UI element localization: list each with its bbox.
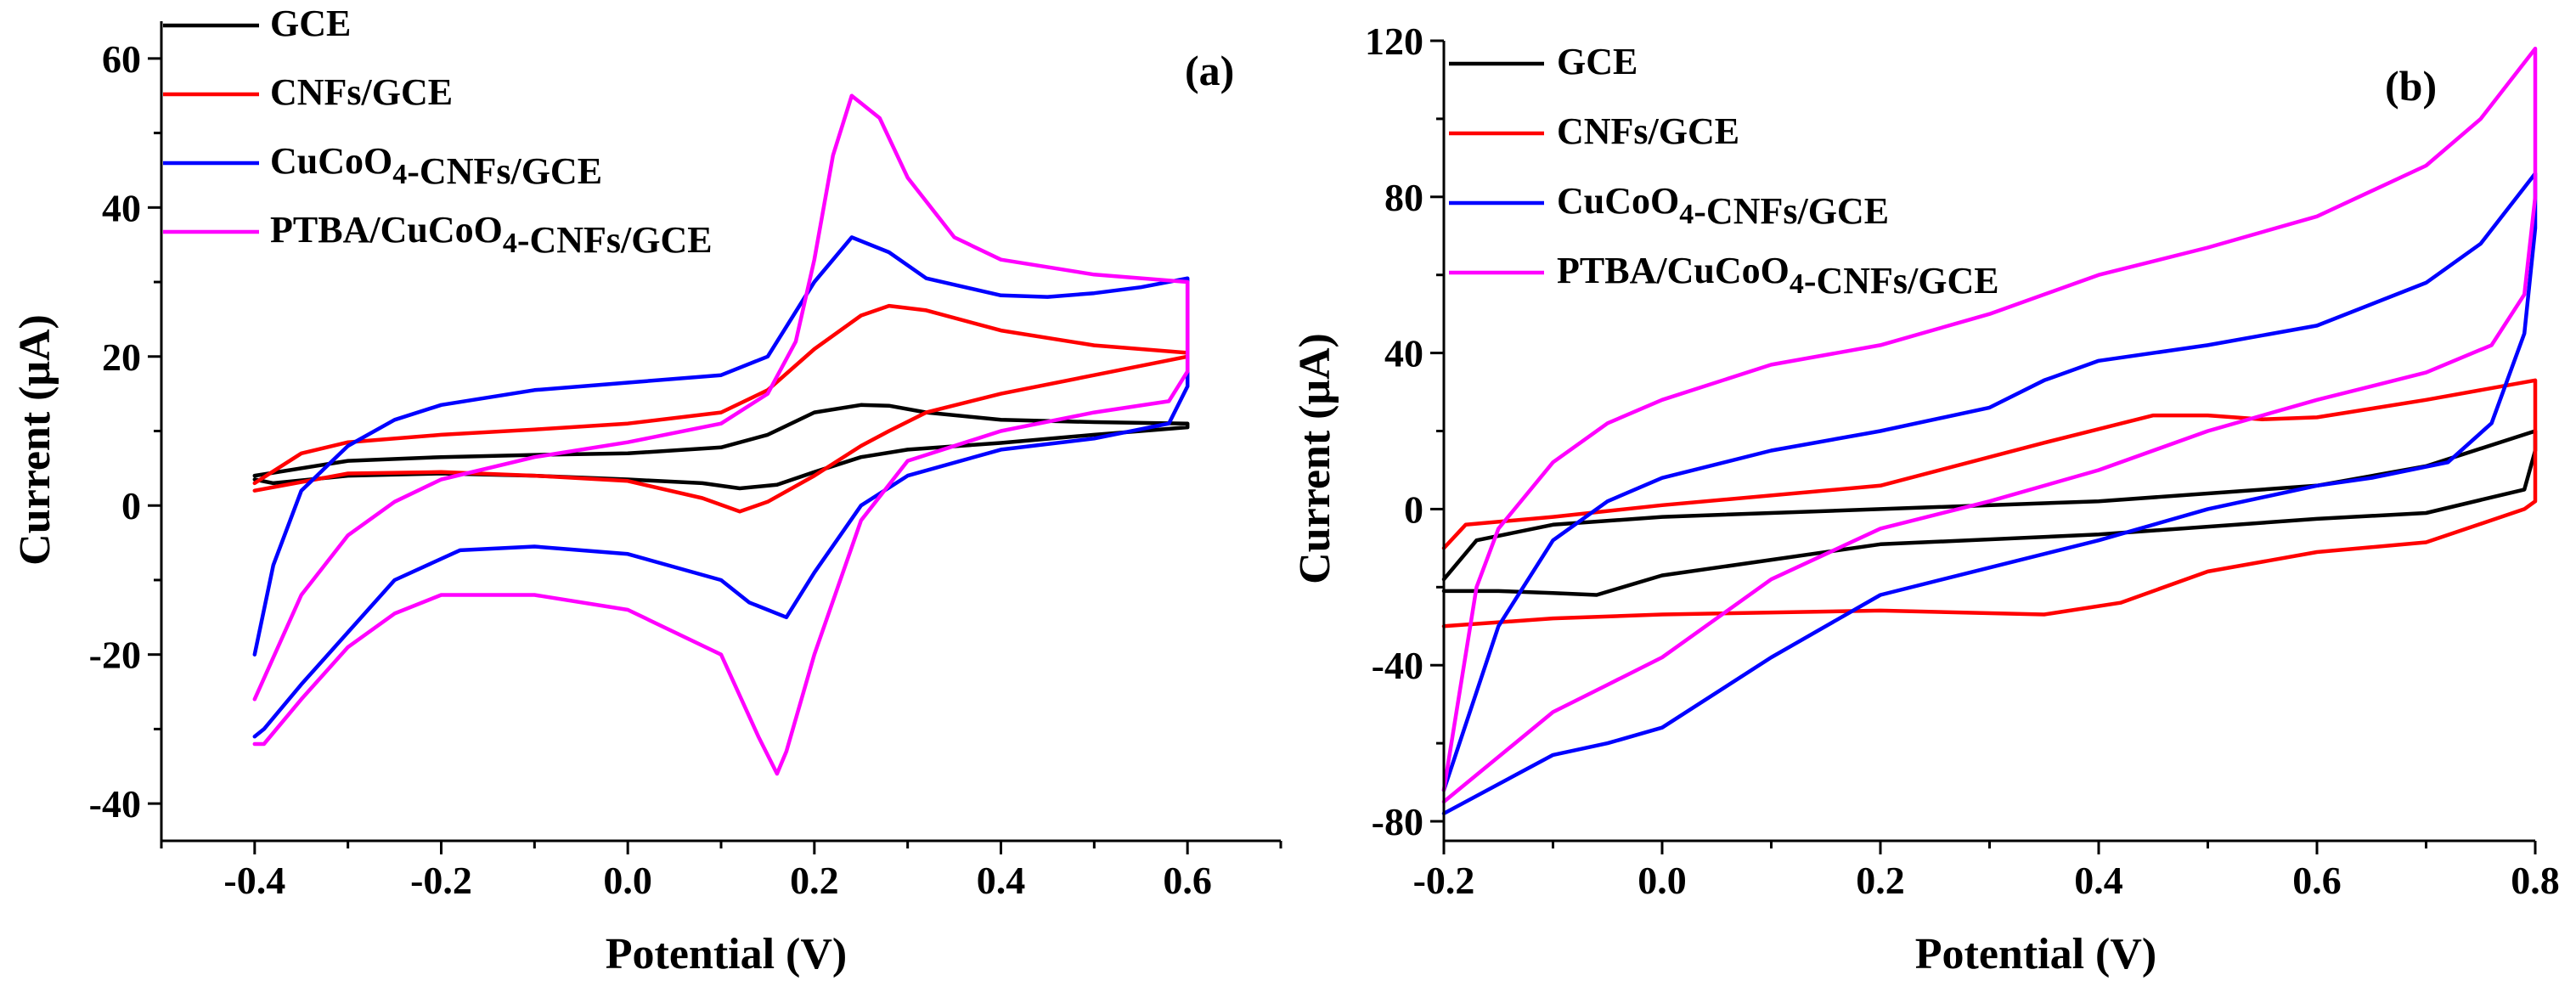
panel-b-legend-label-1: GCE — [1557, 41, 1637, 82]
panel-a-x-tick-label: 0.4 — [977, 859, 1026, 902]
panel-a-y-tick-label: 60 — [102, 37, 141, 81]
chart-panel-b: -0.2 0.0 0.2 0.4 0.6 0.8 -80 -40 0 40 80 120 GCE CNF… — [1291, 20, 2560, 978]
panel-a-x-tick-label: -0.2 — [410, 859, 472, 902]
panel-b-x-tick-label: 0.2 — [1856, 859, 1905, 902]
panel-a-y-axis-title: Current (μA) — [11, 314, 59, 566]
panel-a-ticks: -0.4 -0.2 0.0 0.2 0.4 0.6 -40 -20 0 20 40 60 — [89, 37, 1282, 902]
panel-a-x-tick-label: 0.6 — [1163, 859, 1212, 902]
panel-a-y-tick-label: -40 — [89, 782, 141, 826]
panel-b-y-tick-label: 0 — [1404, 488, 1423, 531]
panel-a-x-tick-label: 0.2 — [790, 859, 839, 902]
panel-a-series-line-4 — [252, 93, 1190, 776]
panel-b-series-line-4 — [1441, 46, 2538, 804]
panel-b-x-tick-label: 0.8 — [2511, 859, 2560, 902]
panel-a-legend-label-4: PTBA/CuCoO4-CNFs/GCE — [270, 209, 713, 261]
panel-b-x-axis-title: Potential (V) — [1915, 930, 2156, 978]
panel-a-curves — [252, 93, 1190, 776]
panel-a-legend: GCE CNFs/GCE CuCoO4-CNFs/GCE PTBA/CuCoO4-CN… — [163, 3, 713, 261]
panel-b-x-tick-label: 0.6 — [2292, 859, 2342, 902]
chart-panel-a: -0.4 -0.2 0.0 0.2 0.4 0.6 -40 -20 0 20 40 60 GCE CNF… — [11, 3, 1282, 978]
panel-b-label: (b) — [2385, 62, 2437, 110]
panel-b-series-line-2 — [1441, 378, 2538, 628]
panel-a-label: (a) — [1185, 47, 1234, 94]
panel-a-y-tick-label: 0 — [121, 484, 141, 527]
panel-b-legend: GCE CNFs/GCE CuCoO4-CNFs/GCE PTBA/CuCoO4-CN… — [1449, 41, 1999, 302]
panel-a-y-tick-label: -20 — [89, 634, 141, 677]
panel-b-x-tick-label: -0.2 — [1413, 859, 1475, 902]
panel-a-series-line-3 — [252, 235, 1190, 739]
panel-b-curves — [1441, 46, 2538, 816]
panel-a-legend-label-1: GCE — [270, 3, 351, 44]
panel-b-ticks: -0.2 0.0 0.2 0.4 0.6 0.8 -80 -40 0 40 80 120 — [1365, 20, 2560, 902]
panel-b-y-axis-title: Current (μA) — [1291, 333, 1339, 584]
panel-b-x-tick-label: 0.0 — [1637, 859, 1687, 902]
panel-a-x-axis-title: Potential (V) — [606, 930, 847, 978]
panel-a-legend-label-2: CNFs/GCE — [270, 71, 453, 113]
panel-b-y-tick-label: -80 — [1372, 800, 1423, 843]
panel-b-y-tick-label: 120 — [1365, 20, 1423, 63]
panel-b-legend-label-4: PTBA/CuCoO4-CNFs/GCE — [1557, 250, 1999, 302]
panel-a-legend-label-3: CuCoO4-CNFs/GCE — [270, 140, 602, 192]
panel-a-y-tick-label: 40 — [102, 186, 141, 229]
panel-b-y-tick-label: -40 — [1372, 644, 1423, 687]
panel-a-y-tick-label: 20 — [102, 335, 141, 379]
panel-b-x-tick-label: 0.4 — [2074, 859, 2123, 902]
panel-b-y-tick-label: 40 — [1384, 332, 1423, 375]
panel-b-legend-label-2: CNFs/GCE — [1557, 110, 1739, 152]
panel-b-series-line-1 — [1441, 429, 2538, 597]
panel-b-y-tick-label: 80 — [1384, 176, 1423, 219]
panel-b-legend-label-3: CuCoO4-CNFs/GCE — [1557, 180, 1889, 232]
panel-a-x-tick-label: 0.0 — [603, 859, 652, 902]
panel-a-x-tick-label: -0.4 — [223, 859, 285, 902]
